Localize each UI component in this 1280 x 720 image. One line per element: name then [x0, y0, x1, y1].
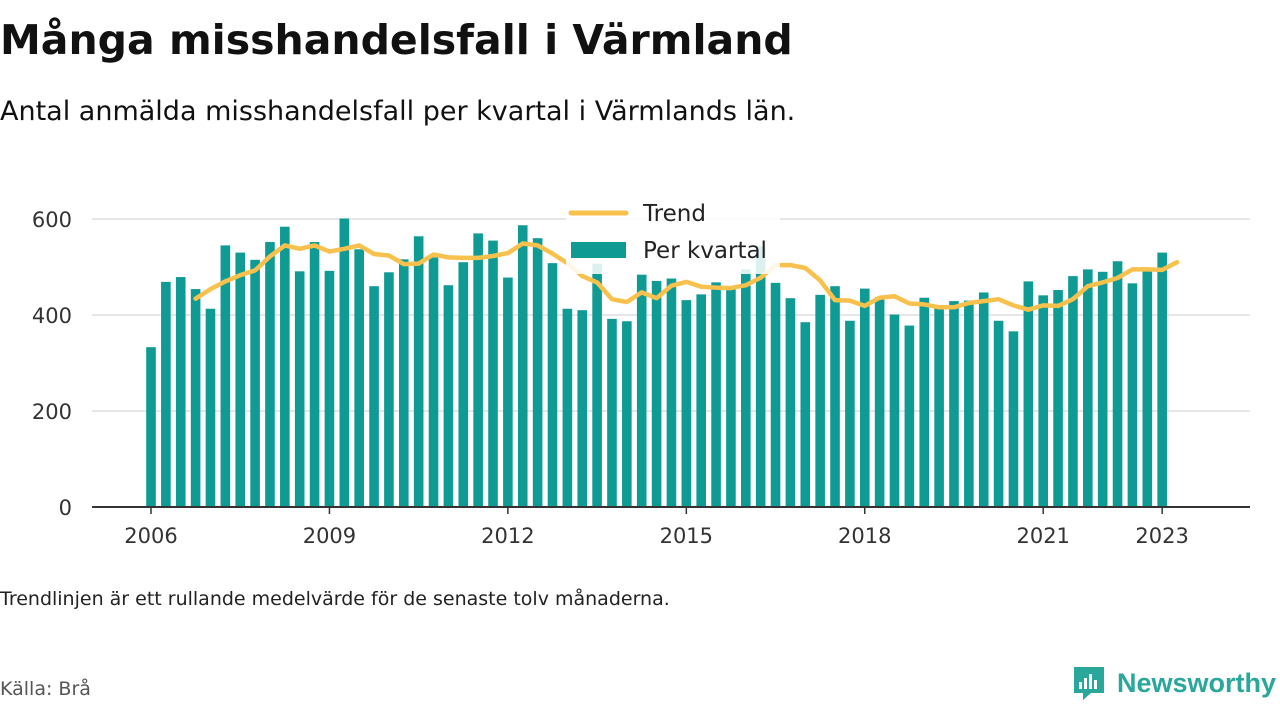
bar: [1008, 331, 1019, 507]
bar: [294, 271, 305, 507]
bar: [696, 294, 706, 507]
bar: [503, 277, 513, 507]
x-tick-label: 2023: [1135, 524, 1188, 548]
bar: [190, 289, 201, 507]
bar: [488, 240, 498, 507]
bar: [607, 318, 617, 507]
bar: [622, 321, 632, 507]
bar: [666, 278, 677, 507]
bar: [651, 280, 662, 507]
x-tick-label: 2015: [660, 524, 713, 548]
bar: [978, 292, 989, 507]
legend: Trend Per kvartal: [566, 198, 780, 274]
bar: [473, 233, 483, 507]
bar: [265, 242, 275, 507]
bar: [354, 249, 364, 507]
bar: [161, 281, 171, 507]
bar: [993, 320, 1004, 507]
legend-bar-label: Per kvartal: [643, 238, 767, 264]
bar: [636, 274, 647, 507]
bar: [1157, 252, 1167, 507]
bar: [517, 225, 528, 508]
bar: [726, 289, 736, 507]
brand-logo[interactable]: Newsworthy: [1071, 664, 1276, 702]
axes: 0 200 400 600 2006 2009 2012 2015 2018 2021 2023: [32, 208, 1250, 548]
bar: [443, 285, 454, 507]
bar: [220, 245, 231, 507]
bar: [1038, 295, 1048, 507]
bar: [964, 300, 974, 507]
bar: [235, 252, 246, 507]
bar: [532, 238, 543, 507]
bar: [949, 301, 959, 507]
bar-series: [146, 218, 1167, 508]
bar: [1112, 261, 1123, 507]
y-tick-label: 200: [32, 400, 72, 424]
bar: [592, 263, 602, 507]
bar: [1023, 281, 1034, 507]
bar-chart: 0 200 400 600 2006 2009 2012 2015 2018 2021 2023 T…: [32, 198, 1250, 548]
x-tick-label: 2009: [303, 524, 356, 548]
bar: [919, 297, 930, 507]
trend-series: [193, 241, 1180, 312]
bar: [830, 286, 840, 507]
x-tick-label: 2018: [838, 524, 891, 548]
bar: [398, 259, 409, 507]
bar: [458, 262, 469, 507]
y-tick-label: 600: [32, 208, 72, 232]
bar: [339, 218, 350, 507]
y-tick-label: 0: [59, 496, 72, 520]
bar: [1053, 290, 1063, 507]
bar: [1142, 268, 1153, 507]
brand-name: Newsworthy: [1116, 667, 1276, 698]
bar: [845, 320, 855, 507]
bar: [205, 308, 216, 507]
x-tick-label: 2012: [481, 524, 534, 548]
bar: [859, 288, 870, 507]
chart-note: Trendlinjen är ett rullande medelvärde f…: [0, 588, 670, 610]
bar: [874, 297, 885, 507]
bar: [1127, 283, 1138, 507]
bar: [324, 270, 335, 507]
bar: [1068, 276, 1078, 507]
bar: [369, 286, 379, 507]
bar: [547, 263, 558, 507]
bar: [562, 308, 573, 507]
bar: [770, 282, 781, 507]
bar: [681, 300, 692, 507]
bar: [413, 236, 424, 507]
bar: [309, 242, 320, 507]
source-label: Källa: Brå: [0, 678, 91, 700]
bar: [815, 294, 825, 507]
bar: [741, 269, 751, 507]
bar: [904, 325, 915, 507]
x-tick-label: 2006: [124, 524, 177, 548]
bar: [755, 246, 766, 508]
chart-title: Många misshandelsfall i Värmland: [0, 16, 793, 64]
bar: [785, 298, 796, 507]
chart-subtitle: Antal anmälda misshandelsfall per kvarta…: [0, 96, 796, 127]
bar: [1097, 271, 1108, 507]
bar: [577, 310, 588, 507]
bar: [934, 305, 944, 507]
trend-line: [193, 241, 1180, 312]
x-tick-label: 2021: [1016, 524, 1069, 548]
bar: [711, 282, 721, 507]
bar: [889, 314, 900, 507]
bar: [146, 347, 156, 507]
bar: [1083, 269, 1093, 507]
legend-trend-label: Trend: [642, 201, 706, 227]
bar: [280, 226, 290, 507]
bar: [384, 272, 394, 507]
bar: [800, 322, 811, 507]
legend-bar-swatch: [571, 242, 626, 258]
y-tick-label: 400: [32, 304, 72, 328]
bar: [250, 259, 260, 507]
bar: [428, 257, 439, 507]
bar: [175, 277, 186, 507]
newsworthy-logo-icon: [1073, 667, 1104, 700]
